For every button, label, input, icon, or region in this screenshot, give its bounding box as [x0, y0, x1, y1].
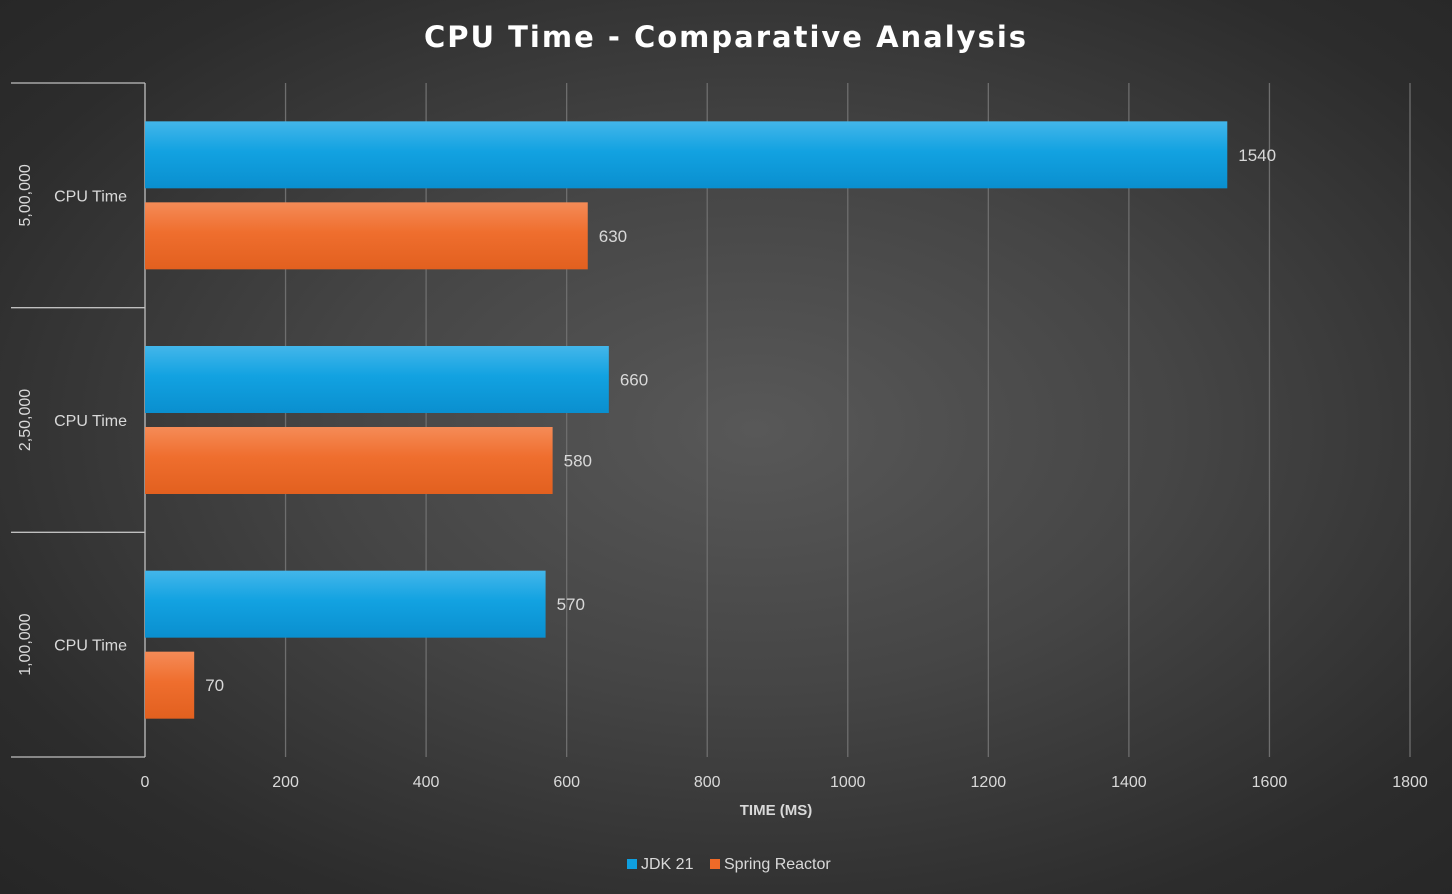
x-tick-label: 1400 — [1111, 774, 1147, 791]
bar-jdk21 — [145, 121, 1228, 189]
x-tick-label: 1600 — [1252, 774, 1288, 791]
category-label: CPU Time — [54, 413, 127, 430]
bar-jdk21 — [145, 346, 609, 413]
x-tick-label: 1000 — [830, 774, 866, 791]
data-label: 70 — [205, 676, 224, 695]
legend-item-jdk21[interactable]: JDK 21 — [627, 856, 694, 873]
bar-spring-reactor — [145, 651, 195, 719]
category-label: CPU Time — [54, 638, 127, 655]
bars — [145, 121, 1228, 719]
x-tick-label: 0 — [141, 774, 150, 791]
x-tick-label: 600 — [553, 774, 580, 791]
legend-label: JDK 21 — [641, 856, 694, 873]
legend[interactable]: JDK 21 Spring Reactor — [627, 856, 831, 873]
category-axis: 5,00,000 CPU Time 2,50,000 CPU Time 1,00,000… — [11, 82, 146, 758]
bar-jdk21 — [145, 570, 546, 638]
group-label: 5,00,000 — [17, 164, 34, 226]
bar-spring-reactor — [145, 427, 553, 494]
x-tick-label: 200 — [272, 774, 299, 791]
legend-swatch — [710, 859, 720, 869]
data-label: 1540 — [1238, 146, 1276, 165]
x-axis-tick-labels: 0 200 400 600 800 1000 1200 1400 1600 1800 — [141, 774, 1428, 791]
legend-swatch — [627, 859, 637, 869]
gridlines — [284, 83, 1411, 757]
x-tick-label: 1800 — [1392, 774, 1428, 791]
legend-label: Spring Reactor — [724, 856, 831, 873]
x-tick-label: 1200 — [971, 774, 1007, 791]
group-label: 1,00,000 — [17, 613, 34, 675]
data-labels: 1540 630 660 580 570 70 — [205, 146, 1276, 695]
x-tick-label: 800 — [694, 774, 721, 791]
data-label: 580 — [564, 452, 592, 471]
x-axis-title: TIME (MS) — [740, 802, 813, 819]
bar-spring-reactor — [145, 202, 588, 270]
legend-item-spring-reactor[interactable]: Spring Reactor — [710, 856, 831, 873]
group-label: 2,50,000 — [17, 389, 34, 451]
category-label: CPU Time — [54, 188, 127, 205]
x-tick-label: 400 — [413, 774, 440, 791]
data-label: 630 — [599, 227, 627, 246]
data-label: 660 — [620, 371, 648, 390]
data-label: 570 — [557, 595, 585, 614]
chart-title: CPU Time - Comparative Analysis — [424, 20, 1028, 54]
